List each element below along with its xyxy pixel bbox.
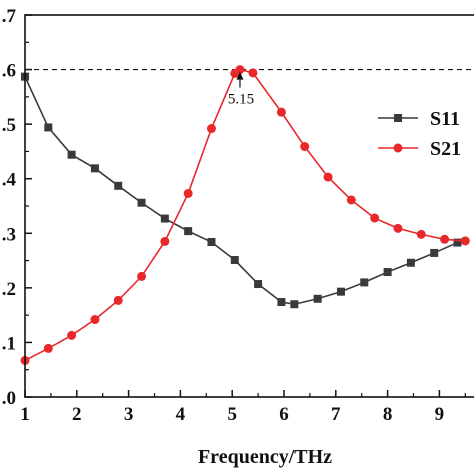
x-tick-label: 3 [124,404,134,425]
legend-label: S11 [430,108,460,130]
data-point [67,330,77,340]
data-point [137,198,146,207]
x-tick-label: 9 [435,404,445,425]
x-axis-title: Frequency/THz [198,446,332,468]
y-tick-label: .2 [2,279,16,300]
data-point [406,258,415,267]
data-point [184,227,193,236]
legend-marker [393,143,403,153]
x-tick-label: 5 [227,404,237,425]
data-point [360,278,369,287]
y-tick-label: .5 [2,115,16,136]
data-point [440,234,450,244]
data-point [235,65,245,75]
data-point [430,248,439,257]
data-point [44,123,53,132]
data-point [323,172,333,182]
y-tick-label: .3 [2,224,16,245]
data-point [43,343,53,353]
data-point [183,188,193,198]
data-point [346,195,356,205]
annotation-label: 5.15 [228,92,254,108]
x-tick-label: 6 [279,404,289,425]
series-line [24,68,466,362]
y-tick-label: .7 [2,6,17,27]
data-point [114,181,123,190]
series-s11 [21,72,462,309]
legend-label: S21 [430,138,461,160]
data-point [393,223,403,233]
data-point [248,68,258,78]
data-point [370,213,380,223]
y-tick-label: .4 [2,170,17,191]
data-point [113,295,123,305]
x-tick-label: 7 [331,404,341,425]
data-point [460,236,470,246]
data-point [276,107,286,117]
data-point [207,238,216,247]
y-tick-label: .1 [2,333,16,354]
x-tick-label: 4 [176,404,186,425]
x-tick-label: 2 [72,404,82,425]
data-point [160,236,170,246]
data-point [300,142,310,152]
x-tick-label: 8 [383,404,393,425]
y-tick-label: .6 [2,61,16,82]
legend-marker [394,114,402,122]
data-point [137,271,147,281]
data-point [160,214,169,223]
data-point [67,150,76,159]
data-point [336,287,345,296]
x-tick-label: 1 [20,404,30,425]
data-point [313,294,322,303]
data-point [290,300,299,309]
data-point [416,229,426,239]
data-point [383,268,392,277]
data-point [90,315,100,325]
data-point [453,238,462,247]
series-line [24,76,458,306]
data-point [254,280,263,289]
series-s21 [20,65,470,365]
data-point [206,124,216,134]
data-point [230,256,239,265]
y-tick-label: .0 [2,388,16,409]
data-point [90,164,99,173]
annotation-arrow-head [236,71,244,80]
data-point [277,298,286,307]
